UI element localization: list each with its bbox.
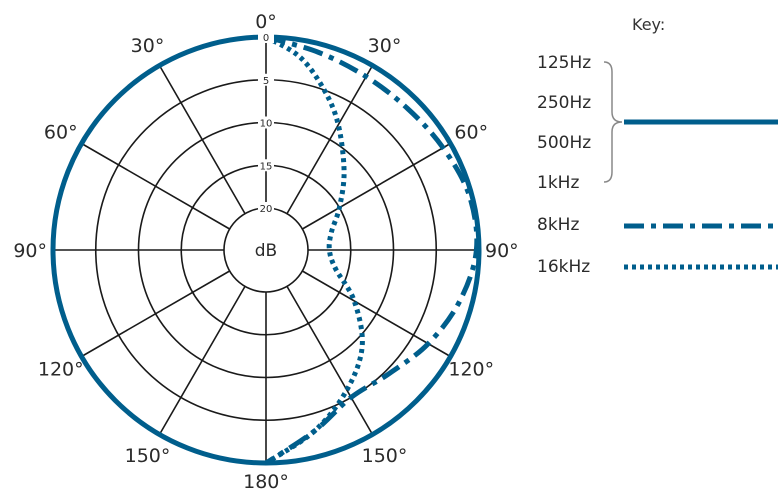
angle-label: 60°	[454, 122, 488, 144]
ring-label-bg	[258, 31, 274, 43]
angle-label: 60°	[44, 122, 78, 144]
angle-label: 120°	[448, 359, 494, 381]
angle-label: 120°	[38, 359, 84, 381]
key-title: Key:	[632, 15, 665, 34]
polar-labels: 0 5 10 15 20 dB 0° 30° 60° 90° 120° 150° 180° 150° 120…	[13, 11, 518, 492]
series-16k	[264, 34, 365, 466]
ring-label: 5	[263, 76, 269, 87]
ring-label-bg	[258, 159, 274, 172]
ring-label-bg	[258, 116, 274, 129]
key-label: 500Hz	[537, 133, 591, 153]
key-label: 250Hz	[537, 93, 591, 113]
key-label: 1kHz	[537, 173, 579, 193]
ring-label: 15	[260, 161, 273, 172]
ring-label: 20	[260, 204, 273, 215]
key-label: 16kHz	[537, 257, 590, 277]
ring-label-bg	[258, 202, 274, 214]
angle-label: 150°	[362, 445, 408, 467]
series-8k	[264, 34, 480, 466]
key-label: 8kHz	[537, 215, 579, 235]
ring-label: 0	[263, 33, 269, 44]
angle-label: 180°	[243, 471, 289, 492]
angle-label: 30°	[131, 35, 165, 57]
key-group-brace	[603, 61, 623, 183]
unit-label: dB	[255, 241, 277, 261]
angle-label: 0°	[255, 11, 277, 33]
ring-label-bg	[258, 73, 274, 86]
angle-label: 30°	[368, 35, 402, 57]
key-label: 125Hz	[537, 53, 591, 73]
angle-label: 150°	[125, 445, 171, 467]
angle-label: 90°	[485, 240, 519, 262]
ring-label: 10	[260, 119, 273, 130]
key-legend: Key: 125Hz 250Hz 500Hz 1kHz 8kHz 16kHz	[537, 15, 778, 277]
angle-label: 90°	[13, 240, 47, 262]
